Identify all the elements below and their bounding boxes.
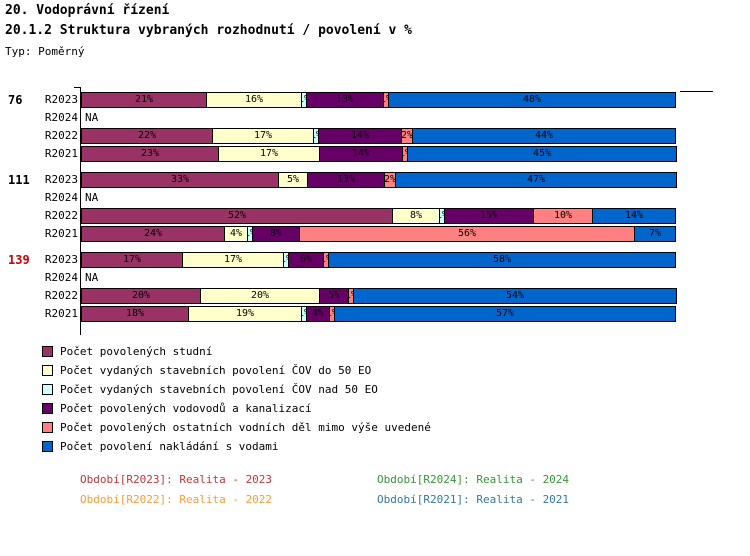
- period-row-label: R2023: [44, 173, 78, 186]
- stacked-bar-row: 20%20%5%1%54%: [81, 288, 677, 304]
- bar-segment-nakladani-s-vodami: 48%: [388, 92, 676, 108]
- period-row-label: R2022: [44, 209, 78, 222]
- period-row-label: R2022: [44, 129, 78, 142]
- bar-segment-studny: 20%: [81, 288, 201, 304]
- category-axis-line: [80, 87, 81, 335]
- period-row-label: R2022: [44, 289, 78, 302]
- chart-type-label: Typ: Poměrný: [5, 45, 85, 58]
- bar-segment-studny: 22%: [81, 128, 213, 144]
- stacked-bar-chart: 76R202321%16%1%13%1%48%R2024NAR202222%17…: [8, 87, 713, 335]
- bar-segment-nakladani-s-vodami: 45%: [407, 146, 677, 162]
- bar-segment-ostatni-vodni-dila: 56%: [299, 226, 635, 242]
- legend-swatch-icon: [42, 346, 53, 357]
- legend-swatch-icon: [42, 384, 53, 395]
- footer-period-label-r2023: Období[R2023]: Realita - 2023: [80, 473, 273, 486]
- bar-segment-nakladani-s-vodami: 14%: [592, 208, 676, 224]
- stacked-bar-row: 24%4%1%8%56%7%: [81, 226, 676, 242]
- bar-segment-nakladani-s-vodami: 58%: [328, 252, 676, 268]
- legend-swatch-icon: [42, 365, 53, 376]
- axis-top-right-tick-icon: [680, 91, 713, 92]
- stacked-bar-row: 33% 5% 13% 2% 47%: [81, 172, 677, 188]
- period-row-label: R2024: [44, 271, 78, 284]
- bar-segment-studny: 24%: [81, 226, 225, 242]
- legend-label: Počet povolených studní: [60, 345, 213, 358]
- bar-segment-studny: 17%: [81, 252, 183, 268]
- bar-segment-cov-do-50-eo: 20%: [200, 288, 320, 304]
- legend-swatch-icon: [42, 403, 53, 414]
- period-row-label: R2023: [44, 253, 78, 266]
- bar-segment-cov-do-50-eo: 5%: [278, 172, 308, 188]
- group-total-label: 139: [8, 253, 30, 267]
- footer-period-label-r2022: Období[R2022]: Realita - 2022: [80, 493, 273, 506]
- bar-segment-ostatni-vodni-dila: 2%: [401, 128, 413, 144]
- bar-segment-vodovody-kanalizace: 14%: [319, 146, 403, 162]
- na-value-label: NA: [85, 111, 99, 124]
- axis-tick-icon: [74, 87, 81, 88]
- bar-segment-cov-do-50-eo: 17%: [212, 128, 314, 144]
- bar-segment-vodovody-kanalizace: 4%: [306, 306, 330, 322]
- bar-segment-vodovody-kanalizace: 5%: [319, 288, 349, 304]
- period-row-label: R2021: [44, 307, 78, 320]
- bar-segment-cov-do-50-eo: 17%: [218, 146, 320, 162]
- stacked-bar-row: 22%17%1%14%2%44%: [81, 128, 676, 144]
- legend-swatch-icon: [42, 422, 53, 433]
- footer-period-label-r2021: Období[R2021]: Realita - 2021: [377, 493, 570, 506]
- period-row-label: R2021: [44, 227, 78, 240]
- bar-segment-nakladani-s-vodami: 7%: [634, 226, 676, 242]
- bar-segment-vodovody-kanalizace: 13%: [307, 172, 385, 188]
- bar-segment-cov-do-50-eo: 16%: [206, 92, 302, 108]
- page-title: 20. Vodoprávní řízení: [5, 3, 170, 18]
- legend-label: Počet povolených ostatních vodních děl m…: [60, 421, 431, 434]
- footer-period-label-r2024: Období[R2024]: Realita - 2024: [377, 473, 570, 486]
- legend-label: Počet povolených vodovodů a kanalizací: [60, 402, 312, 415]
- group-total-label: 111: [8, 173, 30, 187]
- bar-segment-studny: 23%: [81, 146, 219, 162]
- stacked-bar-row: 23%17%14%1%45%: [81, 146, 677, 162]
- bar-segment-vodovody-kanalizace: 8%: [252, 226, 300, 242]
- legend-swatch-icon: [42, 441, 53, 452]
- bar-segment-ostatni-vodni-dila: 10%: [533, 208, 593, 224]
- period-row-label: R2024: [44, 111, 78, 124]
- bar-segment-vodovody-kanalizace: 15%: [444, 208, 534, 224]
- period-row-label: R2024: [44, 191, 78, 204]
- bar-segment-studny: 18%: [81, 306, 189, 322]
- bar-segment-vodovody-kanalizace: 6%: [288, 252, 324, 268]
- legend-label: Počet vydaných stavebních povolení ČOV d…: [60, 364, 372, 377]
- bar-segment-studny: 52%: [81, 208, 393, 224]
- legend-label: Počet vydaných stavebních povolení ČOV n…: [60, 383, 378, 396]
- stacked-bar-row: 21%16%1%13%1%48%: [81, 92, 676, 108]
- na-value-label: NA: [85, 191, 99, 204]
- stacked-bar-row: 17%17%1%6%1%58%: [81, 252, 676, 268]
- bar-segment-cov-do-50-eo: 4%: [224, 226, 248, 242]
- bar-segment-nakladani-s-vodami: 47%: [395, 172, 677, 188]
- bar-segment-vodovody-kanalizace: 13%: [306, 92, 384, 108]
- stacked-bar-row: 18%19%1%4%1%57%: [81, 306, 676, 322]
- bar-segment-nakladani-s-vodami: 54%: [353, 288, 677, 304]
- bar-segment-vodovody-kanalizace: 14%: [318, 128, 402, 144]
- page-subtitle: 20.1.2 Struktura vybraných rozhodnutí / …: [5, 23, 412, 38]
- bar-segment-cov-do-50-eo: 8%: [392, 208, 440, 224]
- period-row-label: R2021: [44, 147, 78, 160]
- bar-segment-cov-do-50-eo: 17%: [182, 252, 284, 268]
- legend-label: Počet povolení nakládání s vodami: [60, 440, 279, 453]
- bar-segment-cov-do-50-eo: 19%: [188, 306, 302, 322]
- stacked-bar-row: 52%8%1%15%10%14%: [81, 208, 676, 224]
- bar-segment-studny: 21%: [81, 92, 207, 108]
- bar-segment-studny: 33%: [81, 172, 279, 188]
- group-total-label: 76: [8, 93, 23, 107]
- bar-segment-nakladani-s-vodami: 57%: [334, 306, 676, 322]
- period-row-label: R2023: [44, 93, 78, 106]
- na-value-label: NA: [85, 271, 99, 284]
- bar-segment-nakladani-s-vodami: 44%: [412, 128, 676, 144]
